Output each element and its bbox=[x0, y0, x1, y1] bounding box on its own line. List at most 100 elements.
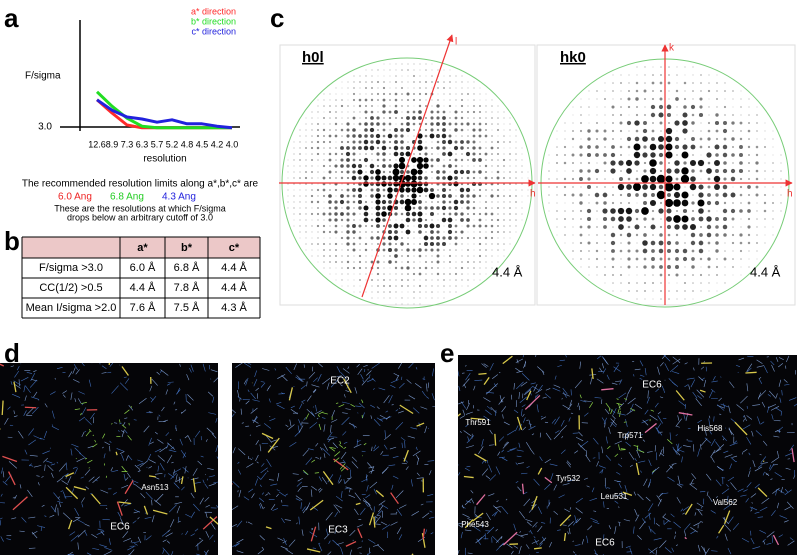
reflection bbox=[461, 273, 463, 275]
reflection bbox=[467, 117, 469, 119]
reflection bbox=[375, 217, 380, 222]
reflection bbox=[503, 249, 504, 250]
reflection bbox=[708, 98, 709, 99]
reflection bbox=[660, 98, 663, 101]
reflection bbox=[328, 200, 332, 204]
reflection bbox=[740, 218, 741, 219]
reflection bbox=[382, 110, 385, 113]
reflection bbox=[454, 206, 458, 210]
reflection bbox=[431, 255, 432, 256]
reflection bbox=[724, 250, 726, 252]
reflection bbox=[610, 160, 615, 165]
reflection bbox=[449, 255, 451, 257]
reflection bbox=[503, 189, 504, 190]
reflection bbox=[365, 75, 366, 76]
reflection bbox=[305, 117, 306, 118]
reflection bbox=[659, 161, 663, 165]
reflection bbox=[724, 242, 725, 243]
reflection bbox=[449, 75, 450, 76]
reflection bbox=[323, 105, 325, 107]
reflection bbox=[649, 159, 657, 167]
reflection bbox=[399, 157, 405, 163]
reflection bbox=[467, 93, 469, 95]
table-cell: CC(1/2) >0.5 bbox=[39, 282, 102, 294]
reflection bbox=[572, 146, 573, 147]
reflection bbox=[652, 82, 655, 85]
reflection bbox=[580, 258, 582, 260]
reflection bbox=[588, 98, 589, 99]
reflection bbox=[612, 202, 614, 204]
reflection bbox=[780, 162, 781, 163]
reflection bbox=[667, 241, 671, 245]
reflection bbox=[413, 111, 416, 114]
reflection bbox=[596, 178, 598, 180]
reflection bbox=[329, 189, 331, 191]
panel-label: a bbox=[4, 3, 19, 33]
reflection bbox=[772, 170, 774, 172]
reflection bbox=[636, 266, 638, 268]
reflection bbox=[359, 237, 362, 240]
reflection bbox=[417, 145, 423, 151]
reflection bbox=[684, 74, 685, 75]
reflection bbox=[682, 200, 689, 207]
reflection bbox=[612, 82, 614, 84]
reflection bbox=[636, 274, 637, 275]
reflection bbox=[628, 82, 629, 83]
reflection bbox=[706, 152, 711, 157]
reflection bbox=[668, 298, 670, 300]
reflection bbox=[418, 224, 422, 228]
reflection bbox=[407, 237, 409, 239]
table-cell: 4.4 Å bbox=[130, 281, 156, 294]
reflection bbox=[587, 241, 590, 244]
stick bbox=[478, 373, 486, 374]
reflection bbox=[467, 285, 468, 286]
reflection bbox=[371, 93, 373, 95]
reflection bbox=[411, 157, 417, 163]
reflection bbox=[503, 231, 505, 233]
reflection bbox=[764, 130, 765, 131]
reflection bbox=[407, 63, 408, 64]
reflection bbox=[375, 193, 381, 199]
reflection bbox=[522, 220, 523, 221]
reflection bbox=[430, 230, 434, 234]
reflection bbox=[293, 195, 294, 196]
reflection bbox=[448, 164, 452, 168]
reflection bbox=[595, 193, 599, 197]
reflection bbox=[627, 257, 630, 260]
reflection bbox=[406, 116, 410, 120]
reflection bbox=[382, 104, 385, 107]
reflection bbox=[660, 74, 662, 76]
x-tick-label: 12.6 bbox=[88, 139, 106, 149]
reflection bbox=[358, 164, 362, 168]
reflection bbox=[299, 231, 300, 232]
reflection bbox=[467, 129, 468, 130]
reflection bbox=[363, 181, 369, 187]
reflection bbox=[731, 169, 735, 173]
reflection bbox=[437, 87, 439, 89]
reflection bbox=[454, 176, 458, 180]
reflection bbox=[564, 234, 566, 236]
reflection bbox=[425, 141, 426, 142]
reflection bbox=[323, 213, 326, 216]
reflection bbox=[461, 207, 462, 208]
reflection bbox=[436, 134, 440, 138]
reflection bbox=[353, 153, 356, 156]
reflection bbox=[691, 265, 694, 268]
reflection bbox=[455, 261, 456, 262]
reflection bbox=[347, 285, 348, 286]
reflection bbox=[479, 147, 482, 150]
reflection bbox=[359, 105, 361, 107]
reflection bbox=[449, 273, 451, 275]
reflection bbox=[370, 194, 373, 197]
reflection bbox=[698, 160, 704, 166]
reflection bbox=[473, 249, 474, 250]
reflection bbox=[472, 158, 476, 162]
reflection bbox=[485, 105, 486, 106]
reflection bbox=[604, 234, 606, 236]
reflection bbox=[772, 138, 773, 139]
reflection bbox=[473, 261, 475, 263]
reflection bbox=[473, 273, 475, 275]
reflection bbox=[413, 165, 414, 166]
reflection bbox=[347, 255, 349, 257]
reflection bbox=[715, 225, 719, 229]
